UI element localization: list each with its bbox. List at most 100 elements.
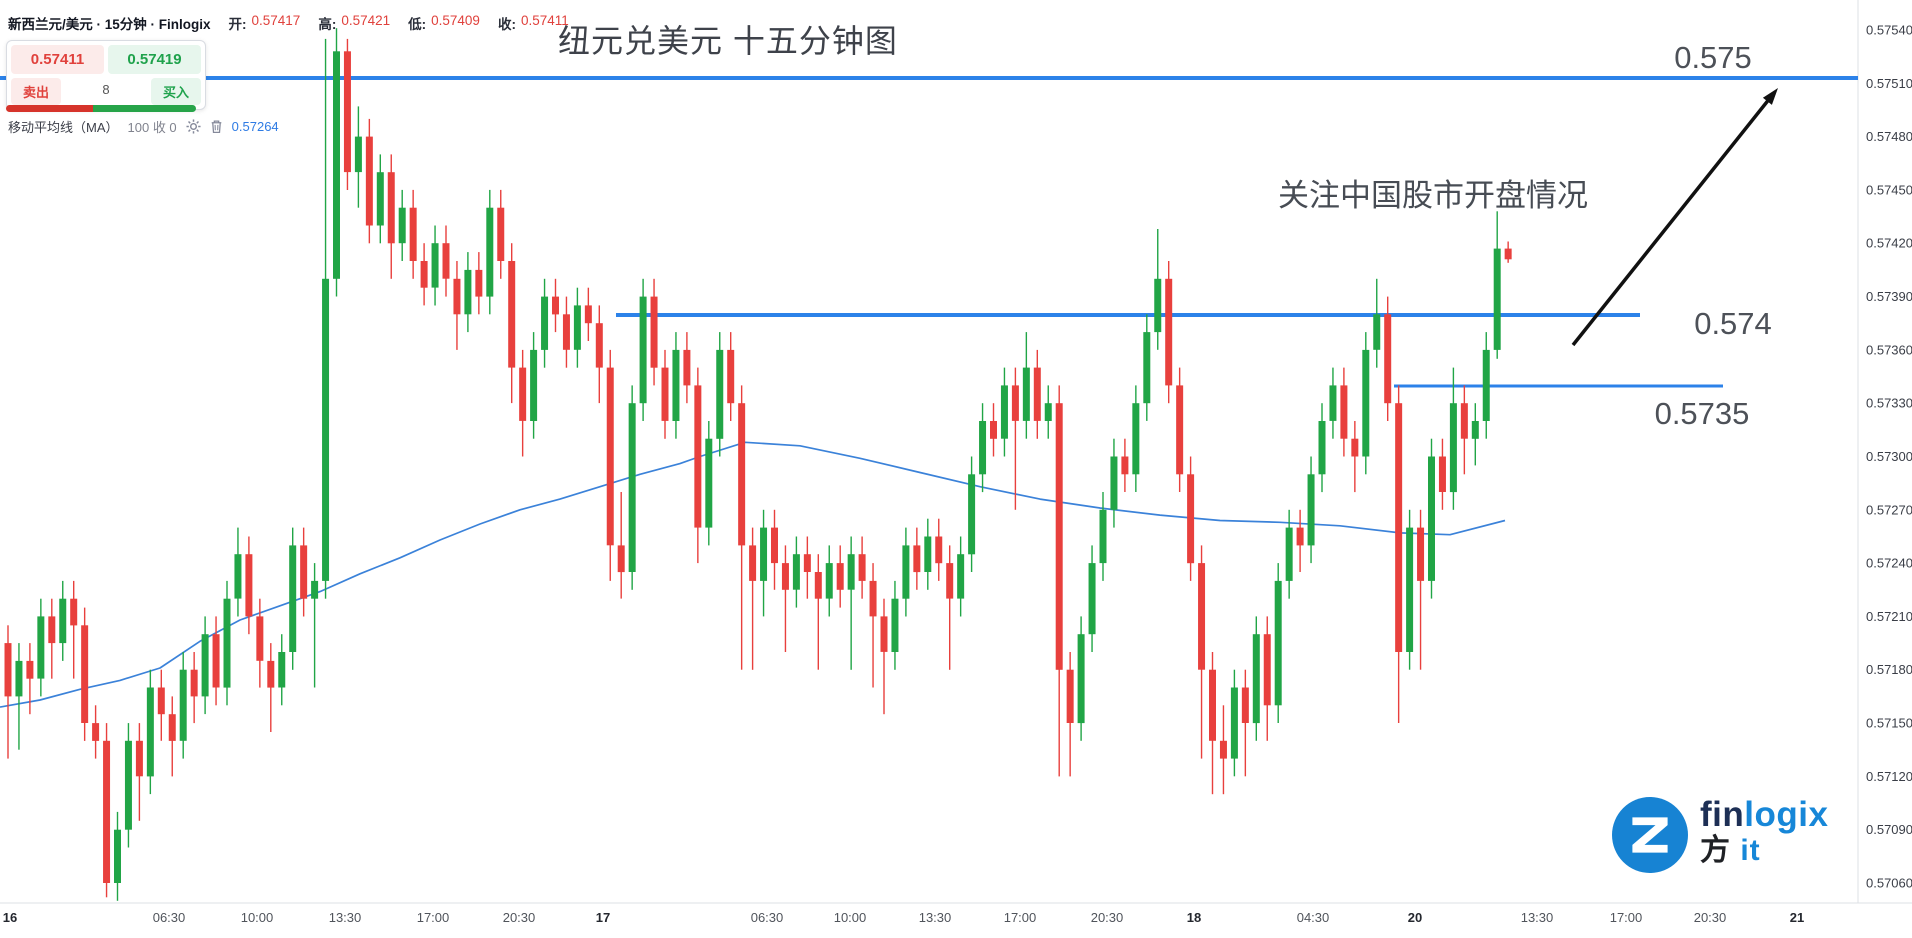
candle-body	[376, 172, 384, 226]
ohlc-high: 高: 0.57421	[318, 13, 391, 32]
candle-body	[1417, 527, 1425, 581]
candle-body	[201, 634, 209, 697]
candle-body	[322, 278, 330, 581]
bid-price-button[interactable]: 0.57411	[11, 45, 104, 74]
candle-body	[212, 634, 220, 688]
candle-body	[135, 740, 143, 777]
candle-body	[1274, 580, 1282, 706]
candle-body	[1428, 456, 1435, 581]
candle-body	[387, 172, 395, 244]
level-lines[interactable]	[0, 76, 1858, 388]
chart-header: 新西兰元/美元 · 15分钟 · Finlogix 开: 0.57417 高: …	[8, 13, 569, 33]
candle-body	[124, 740, 132, 830]
ask-price-button[interactable]: 0.57419	[108, 45, 201, 74]
price-tick: 0.57120	[1866, 769, 1912, 784]
price-tick: 0.57510	[1866, 76, 1912, 91]
candle-body	[672, 349, 680, 421]
time-tick: 17:00	[417, 910, 450, 925]
axis-separators	[0, 0, 1912, 904]
candle-body	[398, 207, 406, 244]
candle-body	[1263, 634, 1271, 706]
candle-body	[606, 367, 614, 546]
candle-body	[1198, 563, 1206, 670]
candle-body	[924, 536, 932, 572]
candle-wick	[872, 563, 874, 688]
time-tick: 20:30	[503, 910, 536, 925]
time-tick: 20:30	[1091, 910, 1124, 925]
candle-body	[1460, 403, 1468, 439]
time-tick: 16	[3, 910, 17, 925]
candle-body	[300, 545, 308, 599]
candle-body	[4, 643, 12, 697]
candle-body	[409, 207, 417, 261]
level-labels[interactable]: 0.575 0.574 0.5735	[1655, 40, 1772, 431]
level-label-0.575[interactable]: 0.575	[1674, 40, 1752, 75]
time-tick: 17	[596, 910, 610, 925]
candle-body	[968, 474, 976, 555]
ma-legend: 移动平均线（MA） 100 收 0 0.57264	[8, 117, 279, 136]
chart-title-annotation[interactable]: 纽元兑美元 十五分钟图	[558, 23, 898, 59]
candle-body	[705, 438, 713, 528]
candle-wick	[1014, 367, 1017, 510]
candle-body	[584, 305, 592, 324]
text-annotation[interactable]: 关注中国股市开盘情况	[1278, 178, 1588, 213]
candle-body	[1504, 248, 1512, 260]
depth-bar-sell	[6, 105, 94, 112]
candle-body	[1285, 527, 1293, 581]
candle-body	[1143, 332, 1151, 404]
price-tick: 0.57480	[1866, 129, 1912, 144]
candle-body	[157, 687, 165, 715]
spread-value: 8	[102, 82, 110, 97]
time-tick: 10:00	[241, 910, 274, 925]
sell-button[interactable]: 卖出	[11, 78, 61, 105]
candle-body	[453, 278, 461, 315]
candle-body	[92, 723, 100, 741]
time-tick: 20	[1408, 910, 1422, 925]
candle-body	[1121, 456, 1129, 475]
candle-body	[760, 527, 768, 581]
time-axis[interactable]: 16 06:30 10:00 13:30 17:00 20:30 17 06:30 10:00 1…	[3, 910, 1804, 925]
candle-body	[1373, 314, 1381, 350]
trend-arrow[interactable]	[1571, 88, 1778, 347]
candle-body	[1132, 403, 1140, 475]
candle-body	[256, 616, 264, 661]
candle-body	[1384, 314, 1392, 404]
price-tick: 0.57300	[1866, 449, 1912, 464]
logo-cn-blue: it	[1740, 834, 1761, 867]
price-tick: 0.57540	[1866, 23, 1912, 38]
candle-body	[1165, 278, 1173, 386]
candle-body	[1110, 456, 1118, 510]
logo-cn-dark: 方	[1700, 834, 1731, 867]
candle-body	[891, 598, 899, 652]
price-tick: 0.57150	[1866, 716, 1912, 731]
candle-wick	[620, 492, 622, 599]
candle-body	[354, 136, 362, 173]
time-tick: 04:30	[1297, 910, 1330, 925]
price-tick: 0.57090	[1866, 822, 1912, 837]
gear-icon[interactable]	[186, 119, 201, 134]
level-label-0.574[interactable]: 0.574	[1694, 306, 1772, 341]
price-axis[interactable]: 0.57540 0.57510 0.57480 0.57450 0.57420 0.573…	[1866, 23, 1912, 891]
candle-body	[1022, 367, 1030, 421]
candle-body	[1219, 740, 1227, 759]
candle-body	[650, 296, 658, 368]
candle-body	[267, 660, 275, 688]
time-tick: 10:00	[834, 910, 867, 925]
candle-body	[573, 305, 581, 350]
candle-wick	[73, 580, 75, 679]
level-label-0.5735[interactable]: 0.5735	[1655, 396, 1750, 431]
candle-body	[508, 261, 516, 368]
candle-body	[15, 660, 23, 697]
candle-body	[1209, 669, 1216, 741]
candle-body	[880, 616, 888, 652]
candle-body	[935, 536, 943, 564]
candle-wick	[817, 554, 819, 670]
trash-icon[interactable]	[210, 119, 223, 134]
candle-body	[168, 714, 176, 741]
candle-body	[541, 296, 549, 350]
buy-button[interactable]: 买入	[151, 78, 201, 105]
logo-brand-suffix: logix	[1744, 795, 1829, 834]
candle-body	[333, 51, 340, 279]
candle-body	[617, 545, 625, 573]
